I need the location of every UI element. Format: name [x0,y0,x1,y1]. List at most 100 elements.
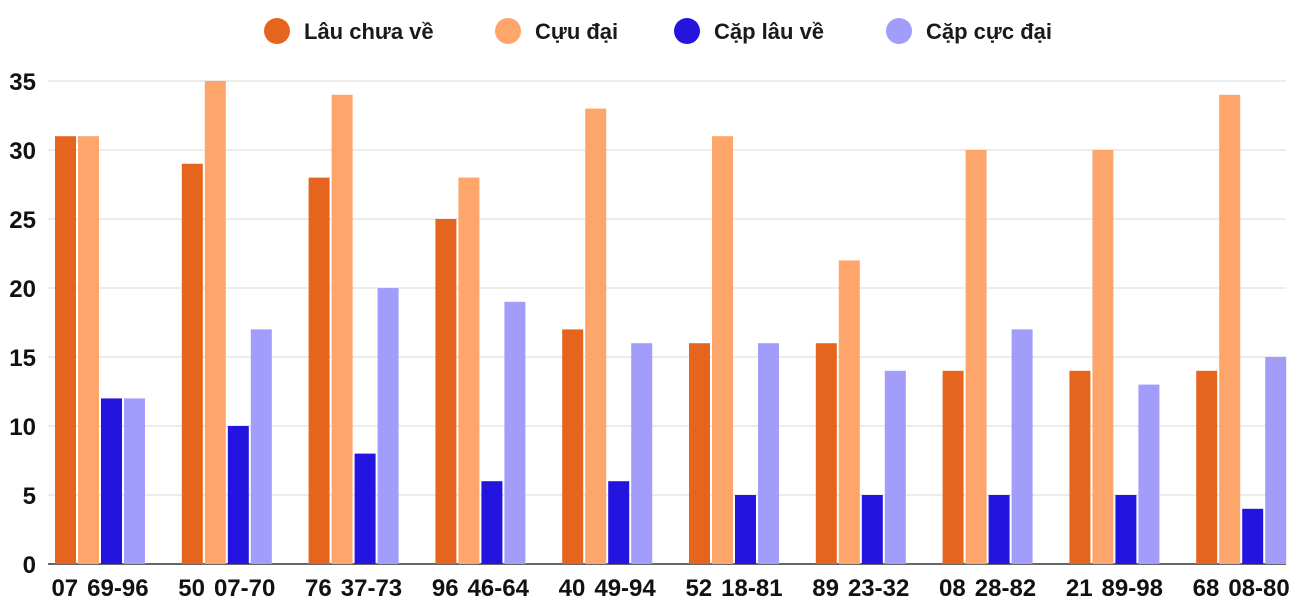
bar [585,108,607,564]
x-tick-label: 52 18-81 [685,575,782,600]
legend: Lâu chưa về Cựu đại Cặp lâu về Cặp cực đại [264,18,1052,44]
x-tick-label: 08 28-82 [939,575,1036,600]
bar [712,136,733,564]
bar-group [181,81,272,565]
y-tick-label: 5 [23,483,36,510]
x-tick-label: 68 08-80 [1193,575,1290,600]
bar [331,94,353,565]
bar [354,453,376,564]
bar [884,370,906,564]
x-tick-pair: 49-94 [594,575,656,600]
x-tick-label: 96 46-64 [432,575,530,600]
x-tick-pair: 18-81 [721,575,782,600]
x-tick-number: 52 [685,575,712,600]
bar-group [308,94,399,565]
x-tick-number: 96 [432,575,459,600]
bar [1242,508,1264,564]
bar [942,370,964,564]
bar [815,343,837,564]
x-tick-number: 50 [178,575,205,600]
bar [78,136,99,564]
bar [689,343,710,564]
bar-group [562,108,653,564]
bar [250,329,272,564]
y-tick-label: 15 [9,345,36,372]
bar [55,136,76,564]
bar [735,495,756,564]
x-tick-number: 76 [305,575,332,600]
bar [1011,329,1033,564]
y-tick-label: 35 [9,69,36,96]
bar [631,343,653,564]
y-tick-label: 20 [9,276,36,303]
bar [101,398,122,564]
x-tick-pair: 07-70 [214,575,275,600]
bar [204,81,226,564]
x-tick-number: 89 [812,575,839,600]
x-tick-pair: 37-73 [341,575,402,600]
bar-group [55,136,145,564]
legend-label: Cặp cực đại [926,19,1052,44]
bar [988,495,1010,564]
bar-group [815,260,906,564]
bar [124,398,145,564]
legend-item: Lâu chưa về [264,18,434,44]
bar [861,495,883,564]
bar [181,163,203,565]
bar [838,260,860,564]
x-tick-number: 07 [51,575,78,600]
legend-label: Lâu chưa về [304,19,434,44]
x-axis-ticks: 07 69-96 50 07-70 76 37-73 96 46-64 40 49-94 52 18-… [51,575,1289,600]
legend-marker [886,18,912,44]
y-tick-label: 25 [9,207,36,234]
bar [1196,370,1218,564]
x-tick-number: 68 [1193,575,1220,600]
y-tick-label: 30 [9,138,36,165]
legend-item: Cặp lâu về [674,18,824,44]
legend-marker [674,18,700,44]
bar-group [942,150,1033,564]
x-tick-pair: 89-98 [1102,575,1163,600]
x-tick-pair: 23-32 [848,575,909,600]
y-axis-ticks: 0 5 10 15 20 25 30 35 [9,69,36,579]
x-tick-pair: 08-80 [1228,575,1289,600]
bar [504,301,526,564]
bar [608,481,630,564]
legend-item: Cựu đại [495,18,618,44]
legend-label: Cặp lâu về [714,19,824,44]
x-tick-label: 89 23-32 [812,575,909,600]
legend-item: Cặp cực đại [886,18,1052,44]
bar-group [689,136,779,564]
bar [435,219,457,564]
bar [1069,370,1091,564]
bar [227,426,249,564]
x-tick-number: 08 [939,575,966,600]
legend-marker [495,18,521,44]
x-tick-number: 40 [559,575,586,600]
bar [965,150,987,564]
x-tick-label: 21 89-98 [1066,575,1163,600]
bars [55,81,1287,565]
bar [377,288,399,564]
bar [1138,384,1160,564]
bar [1219,94,1241,565]
bar [1092,150,1114,564]
bar [308,177,330,564]
y-tick-label: 0 [23,552,36,579]
x-tick-label: 07 69-96 [51,575,148,600]
x-tick-pair: 28-82 [975,575,1036,600]
x-tick-pair: 46-64 [468,575,530,600]
x-tick-number: 21 [1066,575,1093,600]
bar-group [435,177,526,564]
x-tick-pair: 69-96 [87,575,148,600]
bar [458,177,480,564]
bar [562,329,584,564]
x-tick-label: 76 37-73 [305,575,402,600]
legend-marker [264,18,290,44]
bar [1265,357,1287,564]
x-tick-label: 40 49-94 [559,575,657,600]
y-tick-label: 10 [9,414,36,441]
bar [1115,495,1137,564]
bar-group [1196,94,1287,565]
